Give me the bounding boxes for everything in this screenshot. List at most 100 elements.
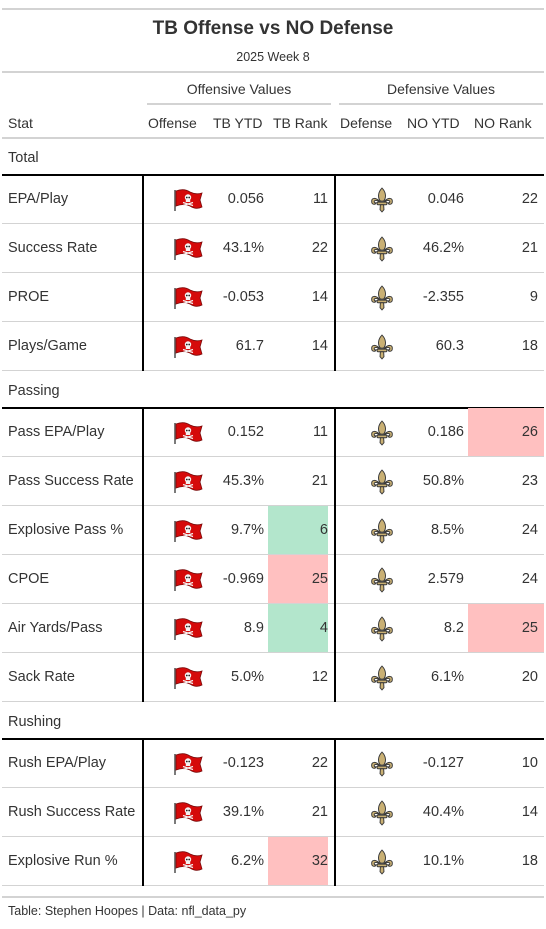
no-rank-cell: 9 xyxy=(468,273,544,322)
row-divider xyxy=(2,505,544,506)
buccaneers-flag-icon xyxy=(172,237,204,261)
tb-ytd-cell: 5.0% xyxy=(230,669,264,685)
tb-rank-value: 12 xyxy=(311,669,328,685)
group-top-border xyxy=(2,174,544,176)
saints-fleur-de-lis-icon xyxy=(369,849,395,875)
buccaneers-flag-icon xyxy=(172,286,204,310)
tb-rank-value: 21 xyxy=(311,804,328,820)
offense-column-border xyxy=(142,174,144,371)
tb-ytd-cell: -0.969 xyxy=(222,571,264,587)
tb-rank-cell: 25 xyxy=(268,555,328,604)
no-rank-cell: 26 xyxy=(468,408,544,457)
buccaneers-flag-icon xyxy=(172,801,204,825)
no-rank-cell: 18 xyxy=(468,322,544,371)
table-row: EPA/Play 0.056 11 0.046 22 xyxy=(2,175,544,224)
spanner-offensive-underline xyxy=(147,103,331,105)
defense-column-border xyxy=(334,407,336,702)
buccaneers-flag-icon xyxy=(172,470,204,494)
buccaneers-flag-icon xyxy=(172,421,204,445)
buccaneers-flag-icon xyxy=(172,752,204,776)
tb-rank-cell: 11 xyxy=(268,408,328,457)
table-bottom-border xyxy=(2,896,544,898)
no-rank-value: 24 xyxy=(521,571,538,587)
saints-fleur-de-lis-icon xyxy=(369,567,395,593)
no-ytd-cell: 60.3 xyxy=(435,338,464,354)
saints-fleur-de-lis-icon xyxy=(369,236,395,262)
stat-name-cell: Air Yards/Pass xyxy=(8,620,103,636)
column-header-offense: Offense xyxy=(148,115,197,131)
row-divider xyxy=(2,554,544,555)
stat-name-cell: Pass EPA/Play xyxy=(8,424,105,440)
buccaneers-flag-icon xyxy=(172,617,204,641)
table-row: Explosive Pass % 9.7% 6 8.5% 24 xyxy=(2,506,544,555)
defense-column-border xyxy=(334,738,336,886)
offense-column-border xyxy=(142,738,144,886)
no-rank-cell: 25 xyxy=(468,604,544,653)
saints-fleur-de-lis-icon xyxy=(369,665,395,691)
table-row: Plays/Game 61.7 14 60.3 18 xyxy=(2,322,544,371)
table-row: Rush EPA/Play -0.123 22 -0.127 10 xyxy=(2,739,544,788)
tb-rank-cell: 22 xyxy=(268,739,328,788)
tb-rank-value: 14 xyxy=(311,338,328,354)
tb-rank-cell: 12 xyxy=(268,653,328,702)
column-header-stat: Stat xyxy=(8,115,33,131)
no-ytd-cell: 0.186 xyxy=(427,424,464,440)
no-rank-value: 23 xyxy=(521,473,538,489)
tb-rank-value: 22 xyxy=(311,755,328,771)
saints-fleur-de-lis-icon xyxy=(369,616,395,642)
no-rank-cell: 14 xyxy=(468,788,544,837)
no-ytd-cell: 6.1% xyxy=(430,669,464,685)
no-rank-value: 26 xyxy=(521,424,538,440)
stat-name-cell: EPA/Play xyxy=(8,191,69,207)
stat-name-cell: CPOE xyxy=(8,571,50,587)
group-top-border xyxy=(2,738,544,740)
tb-rank-value: 21 xyxy=(311,473,328,489)
table-row: Explosive Run % 6.2% 32 10.1% 18 xyxy=(2,837,544,886)
no-rank-value: 20 xyxy=(521,669,538,685)
tb-rank-cell: 21 xyxy=(268,788,328,837)
no-rank-cell: 20 xyxy=(468,653,544,702)
saints-fleur-de-lis-icon xyxy=(369,187,395,213)
buccaneers-flag-icon xyxy=(172,850,204,874)
table-top-border xyxy=(2,8,544,10)
tb-rank-cell: 14 xyxy=(268,322,328,371)
group-label: Passing xyxy=(8,383,60,399)
row-divider xyxy=(2,603,544,604)
column-header-no-rank: NO Rank xyxy=(474,115,532,131)
buccaneers-flag-icon xyxy=(172,568,204,592)
row-divider xyxy=(2,321,544,322)
column-header-divider xyxy=(2,137,544,139)
table-row: Success Rate 43.1% 22 46.2% 21 xyxy=(2,224,544,273)
buccaneers-flag-icon xyxy=(172,666,204,690)
saints-fleur-de-lis-icon xyxy=(369,285,395,311)
no-rank-value: 10 xyxy=(521,755,538,771)
no-rank-value: 25 xyxy=(521,620,538,636)
no-rank-cell: 24 xyxy=(468,506,544,555)
no-rank-cell: 23 xyxy=(468,457,544,506)
table-row: Rush Success Rate 39.1% 21 40.4% 14 xyxy=(2,788,544,837)
no-ytd-cell: 10.1% xyxy=(422,853,464,869)
tb-rank-value: 11 xyxy=(312,424,328,440)
group-label: Total xyxy=(8,150,39,166)
tb-ytd-cell: 45.3% xyxy=(222,473,264,489)
row-divider xyxy=(2,456,544,457)
table-subtitle: 2025 Week 8 xyxy=(236,50,310,64)
row-divider xyxy=(2,370,544,371)
no-rank-cell: 22 xyxy=(468,175,544,224)
no-rank-value: 22 xyxy=(521,191,538,207)
tb-ytd-cell: 8.9 xyxy=(243,620,264,636)
no-rank-value: 21 xyxy=(521,240,538,256)
stat-name-cell: Rush Success Rate xyxy=(8,804,136,820)
table-source-note: Table: Stephen Hoopes | Data: nfl_data_p… xyxy=(8,904,247,918)
tb-ytd-cell: 0.056 xyxy=(227,191,264,207)
stat-name-cell: Rush EPA/Play xyxy=(8,755,107,771)
row-divider xyxy=(2,223,544,224)
stat-name-cell: PROE xyxy=(8,289,50,305)
tb-rank-value: 22 xyxy=(311,240,328,256)
no-rank-value: 9 xyxy=(529,289,538,305)
buccaneers-flag-icon xyxy=(172,188,204,212)
offense-column-border xyxy=(142,407,144,702)
no-ytd-cell: 8.5% xyxy=(430,522,464,538)
tb-ytd-cell: 6.2% xyxy=(230,853,264,869)
